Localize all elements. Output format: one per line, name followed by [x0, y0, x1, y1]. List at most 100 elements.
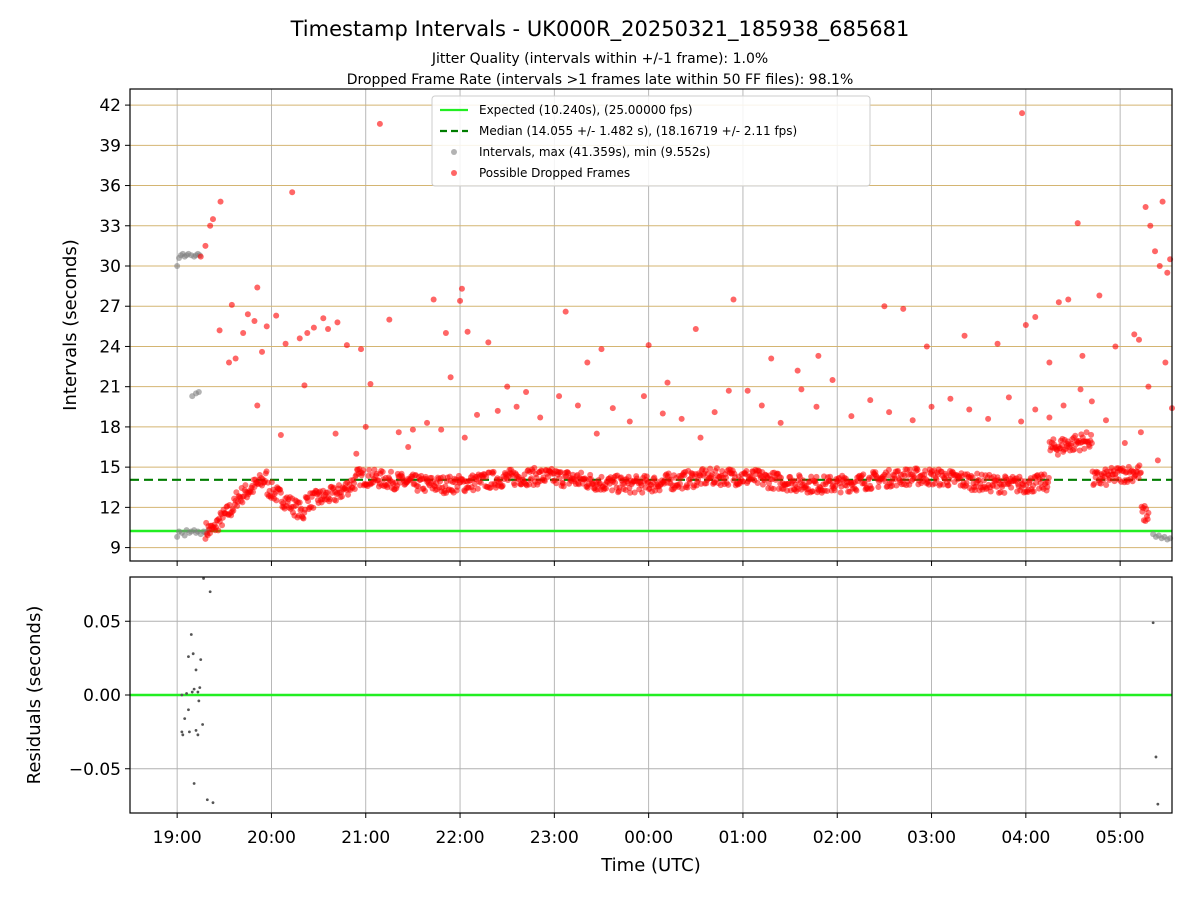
x-tick-label: 04:00	[1001, 828, 1050, 848]
dropped-frame-point	[230, 507, 237, 514]
dropped-frame-point	[886, 409, 893, 416]
dropped-frame-point	[609, 405, 616, 412]
residual-point	[205, 798, 209, 802]
dropped-frame-point	[643, 473, 650, 480]
dropped-frame-point	[273, 497, 280, 504]
intervals-y-tick-label: 42	[99, 96, 121, 116]
x-axis-ticks: 19:00 20:00 21:00 22:00 23:00 00:00 01:00 02:00…	[153, 561, 1145, 848]
dropped-frame-point	[1164, 269, 1171, 276]
dropped-frame-point	[544, 473, 551, 480]
dropped-frame-point	[268, 479, 275, 486]
dropped-frame-point	[911, 474, 918, 481]
dropped-frame-point	[320, 315, 327, 322]
dropped-frame-point	[232, 355, 239, 362]
residual-point	[196, 690, 200, 694]
dropped-frame-point	[1041, 471, 1048, 478]
intervals-y-tick-label: 27	[99, 297, 121, 317]
residual-point	[181, 733, 185, 737]
intervals-y-tick-label: 33	[99, 217, 121, 237]
dropped-frame-point	[868, 485, 875, 492]
dropped-frame-point	[537, 414, 544, 421]
dropped-frame-point	[1135, 336, 1142, 343]
dropped-frame-point	[947, 395, 954, 402]
residual-point	[194, 668, 198, 672]
intervals-y-tick-label: 24	[99, 337, 121, 357]
dropped-frame-point	[259, 348, 266, 355]
dropped-frame-point	[725, 481, 732, 488]
residual-point	[185, 692, 188, 695]
dropped-frame-point	[1044, 484, 1051, 491]
dropped-frame-point	[1137, 469, 1144, 476]
dropped-frame-point	[251, 317, 258, 324]
dropped-frame-point	[1054, 451, 1061, 458]
dropped-frame-point	[664, 379, 671, 386]
dropped-frame-point	[1088, 431, 1095, 438]
x-tick-label: 03:00	[907, 828, 956, 848]
dropped-frame-point	[438, 426, 445, 433]
dropped-frame-point	[254, 402, 261, 409]
legend-expected-label: Expected (10.240s), (25.00000 fps)	[479, 103, 693, 117]
dropped-frame-point	[639, 489, 646, 496]
dropped-frame-point	[477, 479, 484, 486]
dropped-frame-point	[626, 418, 633, 425]
dropped-frame-point	[1131, 331, 1138, 338]
intervals-y-tick-label: 39	[99, 136, 121, 156]
residual-point	[191, 652, 195, 656]
dropped-frame-point	[1091, 480, 1098, 487]
dropped-frame-point	[882, 478, 889, 485]
dropped-frame-point	[219, 522, 226, 529]
dropped-frame-point	[885, 466, 892, 473]
dropped-frame-point	[933, 476, 940, 483]
dropped-frame-point	[754, 479, 761, 486]
dropped-frame-point	[778, 474, 785, 481]
dropped-frame-point	[612, 479, 619, 486]
dropped-frame-point	[1076, 447, 1083, 454]
interval-point	[195, 389, 202, 396]
dropped-frame-point	[197, 253, 204, 260]
chart-subtitle-jitter: Jitter Quality (intervals within +/-1 fr…	[431, 51, 768, 67]
dropped-frame-point	[909, 417, 916, 424]
dropped-frame-point	[684, 484, 691, 491]
dropped-frame-point	[574, 402, 581, 409]
dropped-frame-point	[815, 352, 822, 359]
intervals-y-tick-label: 18	[99, 418, 121, 438]
interval-point	[181, 532, 188, 539]
dropped-frame-point	[603, 485, 610, 492]
dropped-frame-point	[987, 488, 994, 495]
dropped-frame-point	[1046, 359, 1053, 366]
dropped-frame-point	[1096, 292, 1103, 299]
chart-legend: Expected (10.240s), (25.00000 fps) Median…	[431, 95, 871, 187]
dropped-frame-point	[249, 489, 256, 496]
dropped-frame-point	[263, 468, 270, 475]
dropped-frame-point	[713, 465, 720, 472]
dropped-frame-point	[1103, 482, 1110, 489]
dropped-frame-point	[470, 487, 477, 494]
dropped-frame-point	[885, 472, 892, 479]
residual-point	[201, 723, 205, 726]
residual-point	[194, 729, 198, 732]
dropped-frame-point	[215, 527, 222, 534]
dropped-frame-point	[442, 330, 449, 337]
dropped-frame-point	[1032, 406, 1039, 413]
dropped-frame-point	[1050, 436, 1057, 443]
x-tick-label: 22:00	[436, 828, 485, 848]
dropped-frame-point	[1145, 383, 1152, 390]
dropped-frame-point	[332, 497, 339, 504]
dropped-frame-point	[421, 487, 428, 494]
dropped-frame-point	[461, 434, 468, 441]
dropped-frame-point	[358, 346, 365, 353]
dropped-frame-point	[367, 381, 374, 387]
dropped-frame-point	[994, 340, 1001, 347]
dropped-frame-point	[907, 466, 914, 473]
intervals-y-tick-label: 12	[99, 498, 121, 518]
x-tick-label: 20:00	[247, 828, 296, 848]
dropped-frame-point	[875, 484, 882, 491]
dropped-frame-point	[1136, 462, 1143, 469]
dropped-frame-point	[343, 342, 350, 349]
interval-point	[174, 533, 181, 540]
dropped-frame-point	[556, 393, 563, 400]
dropped-frame-point	[474, 411, 481, 418]
dropped-frame-point	[1005, 394, 1012, 401]
legend-dropped-label: Possible Dropped Frames	[479, 166, 630, 180]
